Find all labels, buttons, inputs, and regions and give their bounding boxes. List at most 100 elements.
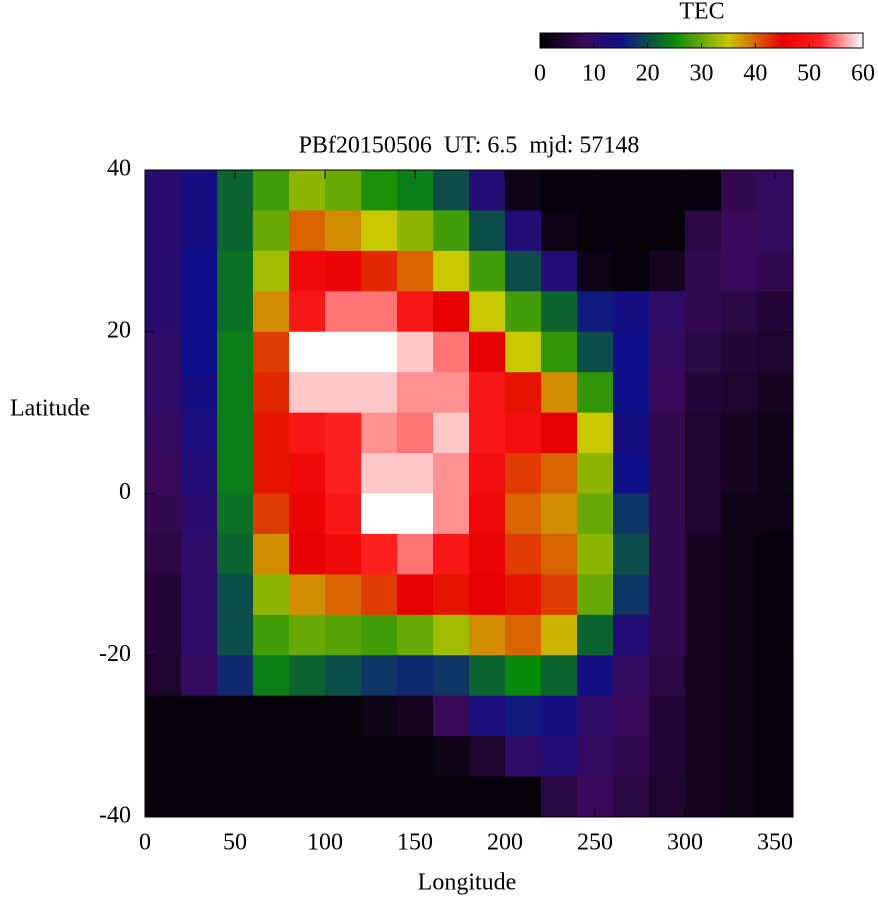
heat-cell [397,574,434,616]
heat-cell [433,533,470,575]
heat-cell [253,574,290,616]
colorbar-tick-label: 20 [636,61,660,87]
y-tick-label: -20 [99,641,131,667]
heat-cell [721,250,758,292]
heat-cell [145,210,182,252]
heat-cell [505,776,542,818]
heat-cell [397,250,434,292]
heat-cell [757,453,794,494]
heat-cell [577,250,614,292]
heat-cell [433,331,470,373]
y-tick-label: -40 [99,803,131,829]
heat-cell [397,533,434,575]
heat-cell [685,453,722,494]
heat-cell [469,372,506,414]
heat-cell [433,210,470,252]
heat-cell [721,533,758,575]
heat-cell [433,736,470,778]
heat-cell [289,533,326,575]
y-tick-label: 0 [119,479,131,505]
heat-cell [649,574,686,616]
x-tick-label: 350 [757,830,793,856]
heat-cell [613,210,650,252]
colorbar-tick-label: 60 [851,61,875,87]
heat-cell [613,736,650,778]
heat-cell [505,655,542,697]
heat-cell [145,736,182,778]
heat-cell [217,372,254,414]
heat-cell [361,776,398,818]
heat-cell [253,776,290,818]
heat-cell [289,412,326,454]
heat-cell [433,776,470,818]
heat-cell [325,574,362,616]
heat-cell [145,170,182,211]
x-tick-label: 250 [577,830,613,856]
heat-cell [685,614,722,656]
heat-cell [613,412,650,454]
heat-cell [325,736,362,778]
heat-cell [289,372,326,414]
chart-title: PBf20150506 UT: 6.5 mjd: 57148 [299,133,640,159]
heat-cell [145,695,182,737]
heat-cell [577,655,614,697]
heat-cell [325,331,362,373]
heat-cell [397,614,434,656]
heat-cell [541,372,578,414]
heat-cell [649,331,686,373]
heat-cell [505,412,542,454]
heat-cell [757,250,794,292]
heat-cell [685,210,722,252]
heat-cell [253,533,290,575]
heat-cell [685,331,722,373]
heat-cell [649,736,686,778]
heat-cell [433,614,470,656]
heat-cell [613,655,650,697]
heat-cell [181,412,218,454]
heat-cell [433,250,470,292]
colorbar-label: TEC [679,0,724,25]
colorbar-tick-label: 10 [582,61,606,87]
heat-cell [721,695,758,737]
heat-cell [361,493,398,535]
x-tick-label: 50 [223,830,247,856]
heat-cell [649,655,686,697]
heat-cell [217,210,254,252]
heat-cell [469,250,506,292]
heat-cell [433,372,470,414]
heat-cell [397,493,434,535]
heat-cell [469,331,506,373]
heat-cell [325,614,362,656]
heat-cell [217,574,254,616]
heat-cell [649,453,686,494]
heat-cell [469,655,506,697]
heat-cell [181,170,218,211]
heat-cell [541,493,578,535]
heat-cell [325,776,362,818]
heat-cell [145,493,182,535]
heat-cell [757,736,794,778]
heat-cell [325,533,362,575]
heat-cell [505,372,542,414]
heat-cell [397,331,434,373]
heat-cell [649,695,686,737]
heat-cell [541,291,578,333]
heat-cell [469,210,506,252]
heat-cell [613,574,650,616]
heat-cell [649,614,686,656]
heat-cell [181,210,218,252]
heat-cell [577,412,614,454]
heat-cell [505,291,542,333]
heat-cell [541,250,578,292]
heat-cell [721,372,758,414]
heat-cell [217,655,254,697]
heat-cell [289,736,326,778]
heat-cell [721,574,758,616]
heat-cell [757,614,794,656]
heat-cell [613,291,650,333]
heat-cell [757,210,794,252]
heat-cell [505,331,542,373]
heat-cell [325,170,362,211]
heat-cell [181,453,218,494]
x-tick-label: 100 [307,830,343,856]
